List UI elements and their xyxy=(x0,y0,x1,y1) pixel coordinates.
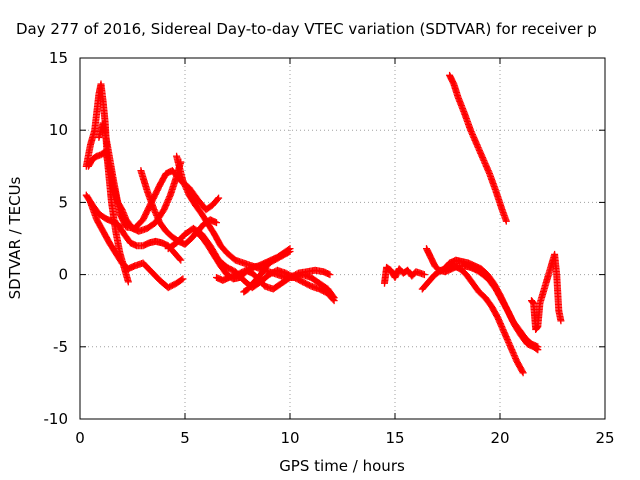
data-point xyxy=(285,248,293,256)
series-arc-k xyxy=(240,248,293,296)
data-point xyxy=(519,369,527,377)
y-tick-label: 15 xyxy=(49,49,68,67)
y-tick-label: 5 xyxy=(58,193,68,211)
x-axis-label: GPS time / hours xyxy=(279,457,405,475)
plot-frame xyxy=(79,57,606,420)
data-point xyxy=(502,217,510,225)
data-point xyxy=(557,317,565,325)
y-axis-label: SDTVAR / TECUs xyxy=(6,176,24,299)
series-arc-a xyxy=(82,80,132,284)
data-point xyxy=(213,219,220,227)
axis-ticks: 0 5 10 15 20 25 -10 -5 0 5 10 15 xyxy=(44,49,615,447)
data-points xyxy=(82,71,565,377)
x-tick-label: 15 xyxy=(385,429,404,447)
y-tick-label: 0 xyxy=(58,266,68,284)
x-tick-label: 0 xyxy=(75,429,85,447)
x-tick-label: 5 xyxy=(180,429,190,447)
data-point xyxy=(214,195,222,203)
data-point xyxy=(178,276,186,284)
data-point xyxy=(176,255,184,263)
series-arc-j xyxy=(213,266,333,293)
data-point xyxy=(215,194,223,202)
series-arc-l xyxy=(381,263,427,287)
y-tick-label: 10 xyxy=(49,121,68,139)
data-point xyxy=(177,256,185,264)
data-point xyxy=(179,275,187,283)
series-arc-q xyxy=(528,250,565,333)
series-arc-o xyxy=(441,256,541,350)
y-tick-label: -5 xyxy=(53,338,68,356)
data-point xyxy=(518,368,526,376)
data-point xyxy=(124,278,132,286)
chart-title: Day 277 of 2016, Sidereal Day-to-day VTE… xyxy=(16,20,597,38)
y-tick-label: -10 xyxy=(44,410,69,428)
data-point xyxy=(329,295,337,303)
series-arc-p xyxy=(446,71,510,224)
data-point xyxy=(420,271,428,279)
grid xyxy=(80,58,605,419)
data-point xyxy=(326,271,334,279)
x-tick-label: 25 xyxy=(595,429,614,447)
x-tick-label: 20 xyxy=(490,429,509,447)
data-point xyxy=(330,297,338,305)
x-tick-label: 10 xyxy=(280,429,299,447)
series-arc-d xyxy=(87,198,186,292)
data-point xyxy=(286,247,294,255)
data-point xyxy=(534,343,542,351)
